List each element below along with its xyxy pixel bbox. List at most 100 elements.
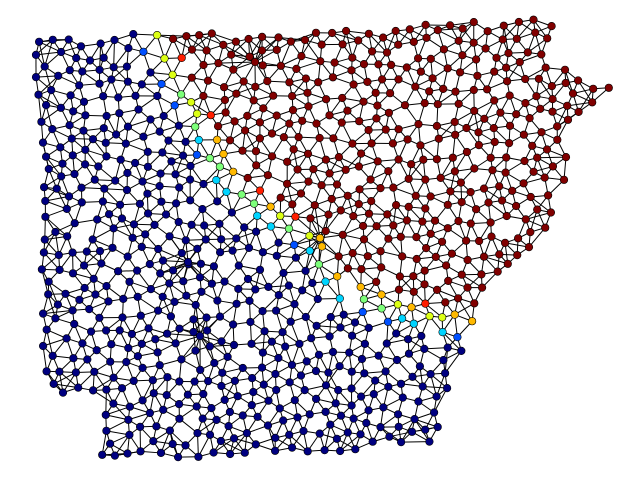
graph-node <box>285 430 294 439</box>
graph-node <box>469 18 478 27</box>
graph-node <box>161 210 171 219</box>
graph-node <box>77 198 86 207</box>
graph-node <box>225 136 235 145</box>
graph-node <box>95 313 104 322</box>
graph-node <box>137 80 146 89</box>
graph-node <box>443 224 452 233</box>
graph-edge <box>53 372 77 385</box>
graph-node <box>244 243 254 252</box>
graph-node <box>89 274 98 283</box>
graph-node <box>157 79 166 89</box>
graph-node <box>128 233 137 242</box>
graph-node <box>421 299 430 308</box>
graph-node <box>534 74 544 83</box>
graph-node <box>222 187 231 196</box>
graph-node <box>75 295 84 304</box>
graph-node <box>201 235 210 244</box>
graph-node <box>473 71 482 80</box>
graph-node <box>547 81 557 91</box>
graph-node <box>312 321 321 330</box>
graph-node <box>194 135 203 145</box>
graph-node <box>446 21 455 30</box>
graph-node <box>446 187 455 196</box>
graph-node <box>215 162 224 171</box>
graph-edge <box>318 237 321 265</box>
graph-node <box>109 399 118 408</box>
graph-node <box>64 192 74 201</box>
graph-node <box>548 162 558 171</box>
graph-node <box>354 200 363 209</box>
graph-edge <box>199 316 221 337</box>
graph-node <box>264 396 273 405</box>
graph-node <box>360 339 370 349</box>
graph-node <box>589 84 598 93</box>
graph-node <box>384 382 393 391</box>
graph-node <box>450 167 460 176</box>
graph-node <box>101 326 111 335</box>
graph-node <box>267 129 277 138</box>
graph-node <box>81 145 90 154</box>
graph-edge <box>114 434 130 456</box>
graph-node <box>160 54 169 63</box>
graph-node <box>441 298 450 307</box>
graph-edge <box>38 94 62 109</box>
graph-node <box>332 180 342 189</box>
graph-node <box>141 230 150 239</box>
graph-node <box>483 27 492 36</box>
graph-node <box>225 407 234 417</box>
graph-node <box>223 352 232 362</box>
graph-node <box>418 382 427 391</box>
graph-node <box>214 58 223 68</box>
graph-node <box>377 304 386 313</box>
graph-node <box>146 285 155 294</box>
graph-node <box>38 309 48 318</box>
graph-node <box>42 367 51 376</box>
graph-node <box>513 234 523 243</box>
graph-node <box>529 15 538 24</box>
graph-node <box>478 283 487 292</box>
graph-node <box>298 116 307 125</box>
graph-edge <box>339 433 361 452</box>
graph-node <box>40 235 49 244</box>
graph-node <box>367 139 376 148</box>
graph-node <box>347 401 356 410</box>
graph-node <box>171 170 180 179</box>
graph-node <box>191 346 200 355</box>
graph-node <box>250 57 260 67</box>
graph-node <box>315 233 325 243</box>
graph-node <box>519 130 529 139</box>
graph-node <box>195 331 205 341</box>
graph-node <box>325 169 334 178</box>
graph-edge <box>169 235 189 263</box>
graph-node <box>291 212 300 221</box>
graph-node <box>125 430 134 440</box>
graph-node <box>226 449 235 459</box>
graph-edge <box>113 39 115 68</box>
graph-node <box>205 342 214 351</box>
graph-node <box>252 161 261 170</box>
graph-node <box>466 219 475 228</box>
graph-node <box>450 310 459 319</box>
graph-node <box>304 102 313 111</box>
graph-node <box>218 368 227 377</box>
graph-node <box>70 319 79 329</box>
graph-node <box>495 250 504 259</box>
graph-node <box>146 68 155 77</box>
graph-node <box>186 175 195 184</box>
graph-edge <box>444 350 462 374</box>
graph-node <box>77 183 86 192</box>
graph-edge <box>442 331 462 352</box>
graph-node <box>324 210 333 219</box>
graph-node <box>47 85 56 95</box>
graph-node <box>326 420 335 429</box>
graph-node <box>433 26 442 35</box>
graph-node <box>212 415 221 425</box>
graph-node <box>196 365 205 375</box>
graph-node <box>425 312 434 321</box>
graph-node <box>69 354 78 363</box>
graph-node <box>314 78 323 87</box>
graph-node <box>481 44 490 53</box>
graph-node <box>169 34 178 44</box>
graph-node <box>343 428 352 437</box>
graph-node <box>107 340 116 349</box>
